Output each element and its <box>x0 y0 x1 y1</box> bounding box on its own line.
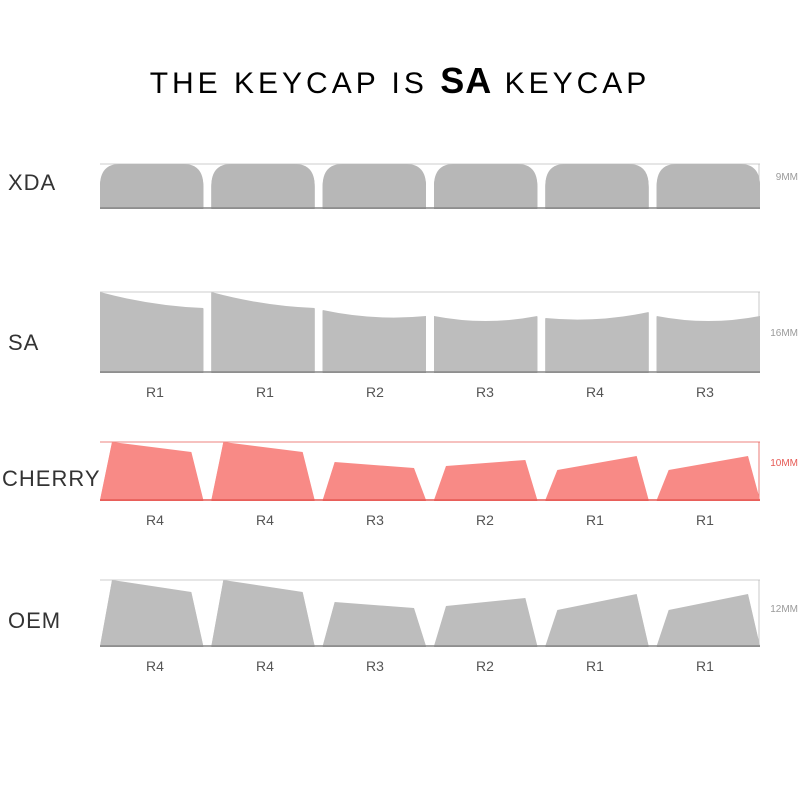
row-label: R1 <box>540 512 650 528</box>
profile-svg <box>100 290 760 380</box>
row-label: R2 <box>430 658 540 674</box>
title-post: KEYCAP <box>492 67 650 100</box>
row-label: R1 <box>650 658 760 674</box>
keycap-shape <box>434 164 537 208</box>
row-label: R2 <box>430 512 540 528</box>
keycap-shape <box>100 292 203 372</box>
keycap-shape <box>100 580 203 646</box>
keycap-shape <box>545 312 648 372</box>
profile-label: SA <box>8 330 39 356</box>
keycap-shape <box>323 310 426 372</box>
row-label: R4 <box>210 512 320 528</box>
row-label: R3 <box>320 512 430 528</box>
title-pre: THE KEYCAP IS <box>150 67 441 100</box>
height-label: 16MM <box>770 328 798 339</box>
row-label: R3 <box>430 384 540 400</box>
profile-svg <box>100 440 760 510</box>
row-labels: R4R4R3R2R1R1 <box>100 658 760 674</box>
row-label: R4 <box>100 658 210 674</box>
profiles-container: XDA9MMSA16MMR1R1R2R3R4R3CHERRY10MMR4R4R3… <box>0 150 800 710</box>
row-label: R1 <box>650 512 760 528</box>
profile-label: OEM <box>8 608 61 634</box>
keycap-shape <box>434 598 537 646</box>
keycap-shape <box>323 462 426 500</box>
row-label: R1 <box>100 384 210 400</box>
height-label: 12MM <box>770 604 798 615</box>
page-title: THE KEYCAP IS SA KEYCAP <box>0 0 800 102</box>
row-label: R1 <box>210 384 320 400</box>
profile-row-oem: OEM12MMR4R4R3R2R1R1 <box>0 570 800 710</box>
keycap-shape <box>434 460 537 500</box>
profile-row-sa: SA16MMR1R1R2R3R4R3 <box>0 290 800 430</box>
keycap-shape <box>434 316 537 372</box>
profile-label: CHERRY <box>2 466 101 492</box>
profile-row-xda: XDA 9MM <box>0 150 800 290</box>
keycap-shape <box>100 442 203 500</box>
row-label: R4 <box>540 384 650 400</box>
keycap-shape <box>211 442 314 500</box>
profile-row-cherry: CHERRY10MMR4R4R3R2R1R1 <box>0 430 800 570</box>
profile-label: XDA <box>8 170 56 196</box>
keycap-shape <box>211 164 314 208</box>
row-label: R3 <box>650 384 760 400</box>
row-label: R2 <box>320 384 430 400</box>
keycap-shape <box>657 456 760 500</box>
keycap-shape <box>657 316 760 372</box>
row-label: R4 <box>100 512 210 528</box>
profile-svg <box>100 578 760 656</box>
keycap-shape <box>100 164 203 208</box>
keycap-shape <box>657 594 760 646</box>
keycap-shape <box>545 164 648 208</box>
title-emphasis: SA <box>440 60 492 101</box>
profile-svg <box>100 160 760 220</box>
height-label: 9MM <box>776 172 798 183</box>
row-label: R3 <box>320 658 430 674</box>
keycap-shape <box>211 292 314 372</box>
height-label: 10MM <box>770 458 798 469</box>
keycap-shape <box>545 594 648 646</box>
row-labels: R1R1R2R3R4R3 <box>100 384 760 400</box>
keycap-shape <box>657 164 760 208</box>
keycap-shape <box>545 456 648 500</box>
row-label: R4 <box>210 658 320 674</box>
keycap-shape <box>323 602 426 646</box>
keycap-shape <box>211 580 314 646</box>
row-labels: R4R4R3R2R1R1 <box>100 512 760 528</box>
row-label: R1 <box>540 658 650 674</box>
keycap-shape <box>323 164 426 208</box>
